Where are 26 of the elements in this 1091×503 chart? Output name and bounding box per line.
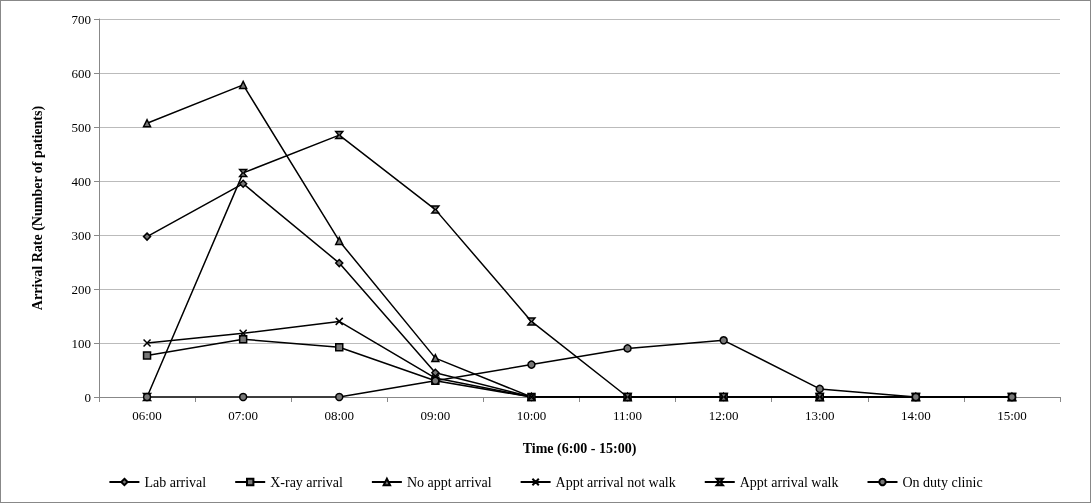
y-tick-label: 700 <box>71 11 91 27</box>
x-tick-label: 07:00 <box>228 408 258 423</box>
x-tick-label: 06:00 <box>132 408 162 423</box>
y-tick-label: 0 <box>84 389 91 405</box>
legend-label: X-ray arrival <box>270 474 343 490</box>
legend-label: Appt arrival walk <box>739 474 839 490</box>
y-tick-label: 200 <box>71 281 91 297</box>
x-axis-title: Time (6:00 - 15:00) <box>522 440 637 457</box>
legend-label: Lab arrival <box>144 474 207 490</box>
x-tick-label: 11:00 <box>612 408 643 423</box>
legend-label: No appt arrival <box>406 474 492 490</box>
x-tick-label: 08:00 <box>324 408 355 423</box>
legend-label: On duty clinic <box>902 474 983 490</box>
x-tick-label: 09:00 <box>420 408 451 423</box>
legend-label: Appt arrival not walk <box>555 474 676 490</box>
x-tick-label: 10:00 <box>516 408 547 423</box>
y-tick-label: 500 <box>71 119 91 135</box>
y-tick-label: 300 <box>71 227 91 243</box>
x-tick-label: 13:00 <box>804 408 835 423</box>
y-tick-label: 600 <box>71 65 91 81</box>
y-axis-title: Arrival Rate (Number of patients) <box>29 105 46 311</box>
y-tick-label: 400 <box>71 173 91 189</box>
y-tick-label: 100 <box>71 335 91 351</box>
x-tick-label: 15:00 <box>997 408 1027 423</box>
x-tick-label: 14:00 <box>901 408 931 423</box>
x-tick-label: 12:00 <box>708 408 739 423</box>
